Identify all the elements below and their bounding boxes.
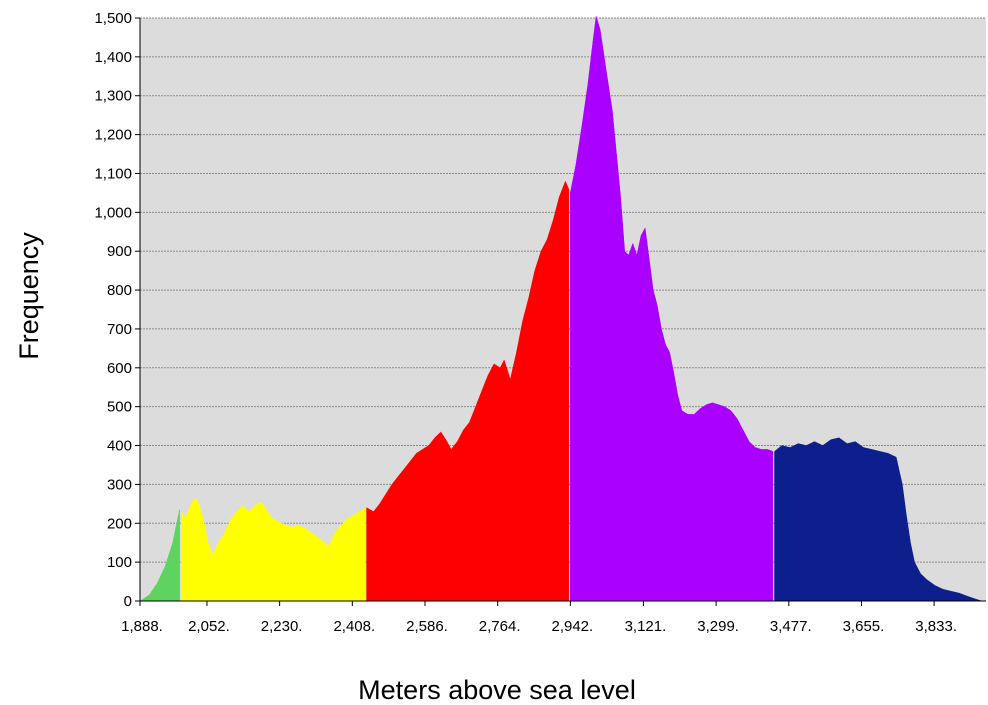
x-tick-label: 2,052. [188, 618, 230, 635]
y-tick-label: 400 [107, 438, 132, 455]
y-tick-label: 1,500 [94, 10, 132, 27]
y-tick-label: 1,400 [94, 49, 132, 66]
y-tick-label: 1,000 [94, 204, 132, 221]
y-tick-label: 1,100 [94, 165, 132, 182]
y-tick-labels: 0 100 200 300 400 500 600 700 800 900 1,000 1,100 1,… [94, 10, 140, 610]
x-tick-label: 2,230. [261, 618, 303, 635]
y-tick-label: 100 [107, 554, 132, 571]
y-tick-label: 1,300 [94, 88, 132, 105]
x-tick-label: 2,764. [479, 618, 521, 635]
x-tick-label: 3,299. [697, 618, 739, 635]
x-tick-label: 3,833. [915, 618, 957, 635]
series-area-3 [366, 180, 569, 602]
series-layer [139, 16, 982, 602]
series-area-4 [570, 16, 774, 602]
y-tick-label: 900 [107, 243, 132, 260]
y-axis-label: Frequency [14, 232, 44, 360]
x-axis-label: Meters above sea level [358, 675, 636, 705]
y-tick-label: 500 [107, 399, 132, 416]
y-tick-label: 300 [107, 476, 132, 493]
y-tick-label: 1,200 [94, 127, 132, 144]
x-tick-labels: 1,888. 2,052. 2,230. 2,408. 2,586. 2,764. 2,94… [121, 601, 957, 635]
x-tick-label: 2,942. [551, 618, 593, 635]
x-tick-label: 2,408. [333, 618, 375, 635]
x-tick-label: 3,655. [843, 618, 885, 635]
y-tick-label: 200 [107, 515, 132, 532]
x-tick-label: 3,121. [625, 618, 667, 635]
y-tick-label: 0 [124, 593, 132, 610]
x-tick-label: 2,586. [406, 618, 448, 635]
x-tick-label: 3,477. [770, 618, 812, 635]
series-area-2 [181, 497, 366, 602]
x-tick-label: 1,888. [121, 618, 163, 635]
y-tick-label: 700 [107, 321, 132, 338]
series-area-5 [774, 437, 982, 602]
series-area-1 [139, 509, 180, 602]
y-tick-label: 800 [107, 282, 132, 299]
y-tick-label: 600 [107, 360, 132, 377]
